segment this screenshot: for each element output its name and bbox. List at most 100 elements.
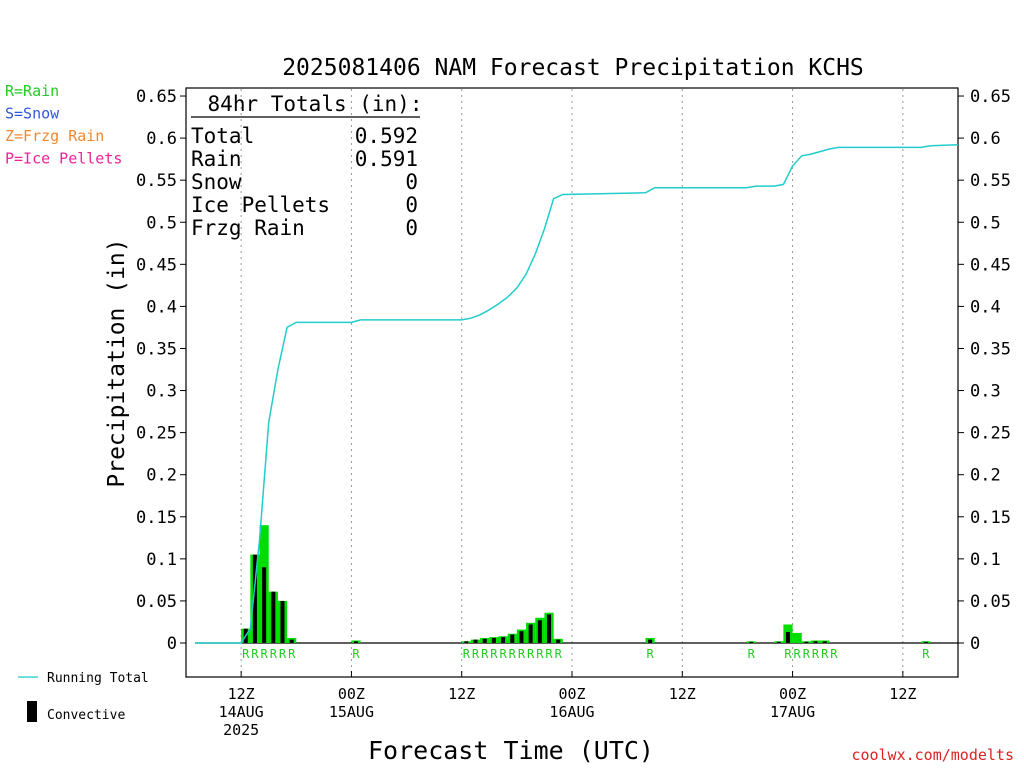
convective-precip-bar	[785, 632, 790, 643]
ptype-label: R	[527, 647, 535, 661]
ptype-label: R	[279, 647, 287, 661]
convective-precip-bar	[804, 641, 809, 643]
convective-precip-bar	[280, 600, 285, 643]
ptype-label: R	[463, 647, 471, 661]
x-axis-title: Forecast Time (UTC)	[368, 736, 654, 765]
y-tick-label-left: 0.1	[146, 550, 177, 570]
x-tick-label: 17AUG	[770, 703, 815, 721]
total-precip-bar	[792, 632, 802, 643]
watermark: coolwx.com/modelts	[851, 746, 1014, 764]
y-tick-label-left: 0.3	[146, 382, 177, 402]
y-tick-label-left: 0.35	[136, 339, 177, 359]
x-tick-label: 00Z	[558, 685, 585, 703]
y-tick-label-right: 0.5	[970, 213, 1001, 233]
convective-precip-bar	[822, 641, 827, 643]
totals-row-label: Rain	[191, 147, 242, 171]
y-tick-label-left: 0	[167, 634, 177, 654]
y-tick-label-left: 0.15	[136, 508, 177, 528]
y-tick-label-right: 0.4	[970, 297, 1001, 317]
convective-precip-bar	[271, 591, 276, 643]
ptype-label: R	[509, 647, 517, 661]
ptype-label: R	[499, 647, 507, 661]
convective-precip-bar	[528, 624, 533, 643]
convective-precip-bar	[510, 634, 515, 643]
ptype-label: R	[288, 647, 296, 661]
ptype-legend-item: S=Snow	[5, 105, 60, 123]
x-tick-label: 00Z	[779, 685, 806, 703]
y-tick-label-left: 0.25	[136, 424, 177, 444]
convective-precip-bar	[482, 638, 487, 643]
convective-precip-bar	[252, 554, 257, 643]
y-tick-label-left: 0.4	[146, 297, 177, 317]
ptype-label: R	[352, 647, 360, 661]
ptype-legend: R=Rain S=Snow Z=Frzg Rain P=Ice Pellets	[5, 82, 122, 168]
ptype-label: R	[748, 647, 756, 661]
x-tick-label: 16AUG	[549, 703, 594, 721]
y-tick-label-left: 0.2	[146, 466, 177, 486]
convective-legend-swatch	[27, 701, 37, 722]
x-tick-label: 15AUG	[329, 703, 374, 721]
ptype-label: R	[242, 647, 250, 661]
y-tick-label-right: 0.3	[970, 382, 1001, 402]
ptype-label: R	[794, 647, 802, 661]
y-tick-label-right: 0.25	[970, 424, 1011, 444]
convective-precip-bar	[491, 637, 496, 643]
running-total-legend-label: Running Total	[47, 671, 149, 686]
running-total-series	[195, 144, 959, 644]
ptype-label: R	[251, 647, 259, 661]
ptype-label: R	[784, 647, 792, 661]
x-tick-label: 12Z	[669, 685, 696, 703]
totals-row-value: 0	[405, 193, 418, 217]
ptype-legend-item: P=Ice Pellets	[5, 150, 122, 168]
y-tick-label-right: 0.55	[970, 171, 1011, 191]
y-tick-label-right: 0.1	[970, 550, 1001, 570]
convective-precip-bar	[648, 639, 653, 643]
totals-row-label: Snow	[191, 170, 242, 194]
x-tick-label: 00Z	[338, 685, 365, 703]
convective-precip-bar	[813, 641, 818, 643]
totals-row-value: 0.591	[355, 147, 418, 171]
ptype-label: R	[555, 647, 563, 661]
chart-title: 2025081406 NAM Forecast Precipitation KC…	[282, 55, 864, 81]
convective-precip-bar	[354, 641, 359, 643]
convective-precip-bar	[749, 641, 754, 643]
x-tick-label: 12Z	[889, 685, 916, 703]
ptype-label: R	[481, 647, 489, 661]
ptype-label: R	[490, 647, 498, 661]
convective-precip-bar	[556, 639, 561, 643]
y-tick-label-left: 0.65	[136, 87, 177, 107]
y-tick-label-left: 0.05	[136, 592, 177, 612]
convective-precip-bar	[501, 637, 506, 643]
ptype-label: R	[472, 647, 480, 661]
y-tick-label-right: 0.15	[970, 508, 1011, 528]
x-tick-label: 12Z	[228, 685, 255, 703]
y-tick-label-right: 0.35	[970, 339, 1011, 359]
convective-precip-bar	[776, 641, 781, 643]
y-tick-label-right: 0.65	[970, 87, 1011, 107]
series-legend: Running Total Convective	[18, 671, 149, 723]
y-tick-label-right: 0.05	[970, 592, 1011, 612]
y-tick-label-right: 0	[970, 634, 980, 654]
ptype-label: R	[647, 647, 655, 661]
ptype-label: R	[261, 647, 269, 661]
ptype-label: R	[821, 647, 829, 661]
convective-precip-bar	[289, 639, 294, 643]
gridlines	[195, 89, 958, 676]
ptype-label: R	[812, 647, 820, 661]
y-tick-label-left: 0.45	[136, 255, 177, 275]
totals-row-label: Total	[191, 124, 254, 148]
y-tick-label-left: 0.55	[136, 171, 177, 191]
x-tick-label: 12Z	[448, 685, 475, 703]
y-tick-label-right: 0.45	[970, 255, 1011, 275]
ptype-label: R	[830, 647, 838, 661]
y-tick-label-left: 0.6	[146, 129, 177, 149]
ptype-label: R	[803, 647, 811, 661]
y-tick-label-right: 0.6	[970, 129, 1001, 149]
y-axis-left: 0.65 0.6 0.55 0.5 0.45 0.4 0.35 0.3 0.25 0.2 0.15 0…	[136, 87, 186, 654]
x-tick-label: 14AUG	[219, 703, 264, 721]
convective-precip-bar	[547, 614, 552, 643]
totals-row-label: Frzg Rain	[191, 216, 305, 240]
